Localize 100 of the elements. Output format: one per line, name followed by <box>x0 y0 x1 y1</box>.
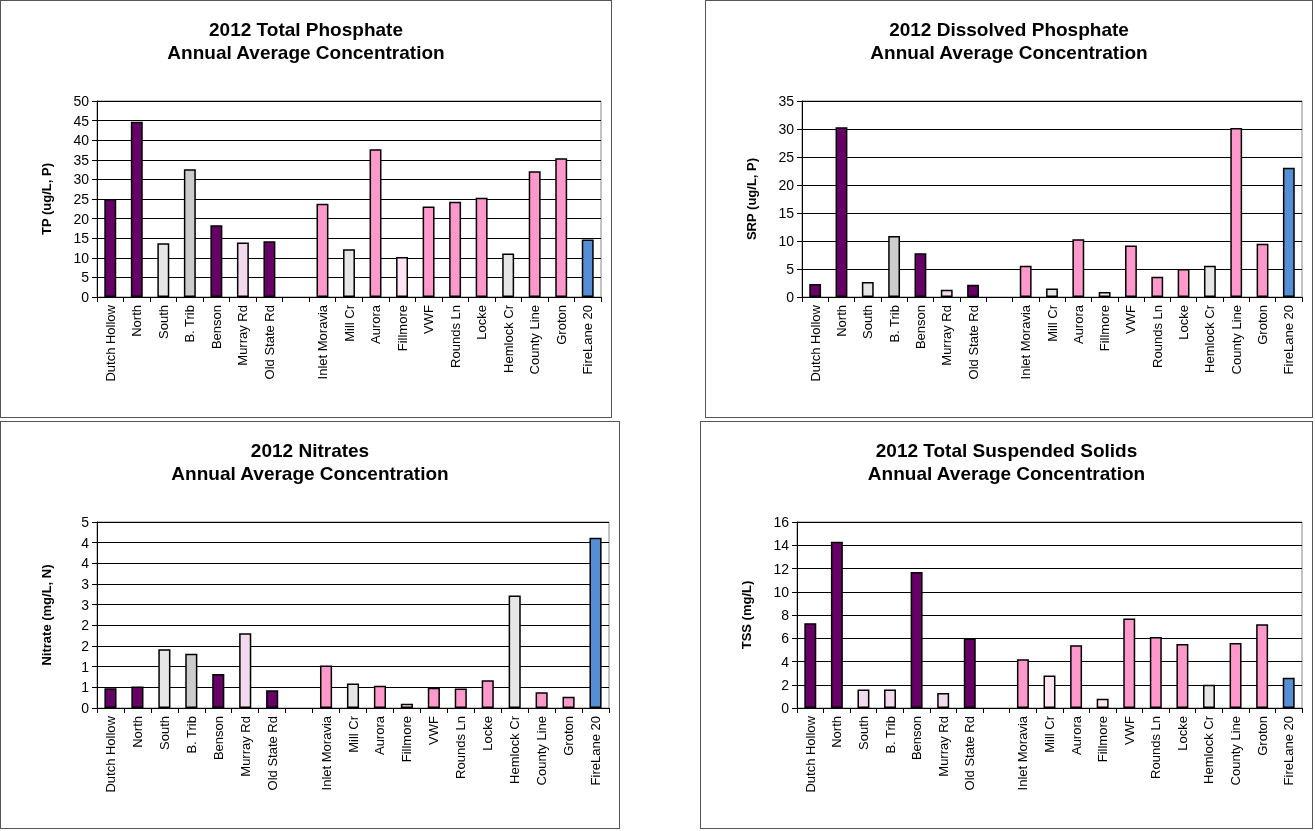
x-tick-label: Dutch Hollow <box>102 304 118 382</box>
y-tick-label: 20 <box>778 177 795 193</box>
y-tick-label: 50 <box>73 93 90 109</box>
y-tick-label: 35 <box>778 93 795 109</box>
bar <box>937 692 950 708</box>
y-tick-label: 25 <box>73 191 90 207</box>
x-tick-label: Inlet Moravia <box>314 304 330 380</box>
x-tick-label: Dutch Hollow <box>807 304 823 382</box>
x-tick-label: B. Trib <box>882 716 898 754</box>
y-tick-label: 4 <box>81 534 90 551</box>
y-tick-label: 5 <box>81 269 90 286</box>
bar <box>1151 276 1164 297</box>
chart-subtitle: Annual Average Concentration <box>171 463 449 484</box>
chart-subtitle: Annual Average Concentration <box>167 42 445 63</box>
y-tick-label: 40 <box>73 132 90 149</box>
x-tick-label: Aurora <box>372 715 388 756</box>
x-tick-label: Old State Rd <box>264 716 280 791</box>
x-tick-label: Old State Rd <box>962 716 978 791</box>
bar <box>1098 291 1111 297</box>
y-tick-label: 10 <box>73 249 90 266</box>
y-tick-label: 3 <box>81 596 90 613</box>
chart-title: 2012 Dissolved Phosphate <box>889 19 1129 40</box>
y-tick-label: 0 <box>81 289 90 305</box>
chart-title: 2012 Total Phosphate <box>209 19 403 40</box>
y-tick-label: 25 <box>778 149 795 165</box>
bar <box>861 281 874 297</box>
y-tick-label: 3 <box>81 576 90 592</box>
x-tick-label: Rounds Ln <box>1148 716 1164 779</box>
x-tick-label: Mill Cr <box>1044 304 1060 342</box>
y-tick-label: 1 <box>81 658 90 675</box>
x-tick-label: VWF <box>421 304 437 334</box>
x-tick-label: Hemlock Cr <box>1202 304 1218 373</box>
y-tick-label: 15 <box>73 230 90 247</box>
y-tick-label: 20 <box>73 210 90 227</box>
x-tick-label: Locke <box>1174 716 1190 751</box>
x-tick-label: Aurora <box>1068 715 1084 756</box>
x-tick-label: FireLane 20 <box>1281 305 1297 375</box>
x-tick-label: South <box>860 305 876 339</box>
y-tick-label: 10 <box>778 233 795 249</box>
bar <box>266 690 279 708</box>
x-tick-label: Locke <box>480 716 496 751</box>
bar <box>562 696 575 708</box>
y-axis-title: SRP (ug/L, P) <box>744 157 759 241</box>
y-tick-label: 2 <box>81 617 90 634</box>
y-tick-label: 6 <box>781 630 790 647</box>
x-tick-label: South <box>156 716 172 750</box>
x-tick-label: Fillmore <box>399 716 415 763</box>
x-tick-label: County Line <box>1228 305 1244 375</box>
bar <box>884 689 897 708</box>
x-tick-label: Fillmore <box>1095 716 1111 763</box>
chart-subtitle: Annual Average Concentration <box>867 463 1146 484</box>
x-tick-label: VWF <box>1123 304 1139 334</box>
y-tick-label: 1 <box>81 679 90 696</box>
y-tick-label: 8 <box>781 607 790 623</box>
x-tick-label: Groton <box>1255 305 1271 345</box>
y-tick-label: 4 <box>781 653 790 670</box>
bar <box>809 284 822 297</box>
x-tick-label: Inlet Moravia <box>1015 715 1031 791</box>
bar <box>857 689 870 708</box>
x-tick-label: Locke <box>474 305 490 340</box>
y-tick-label: 5 <box>786 261 795 277</box>
x-tick-label: Murray Rd <box>935 716 951 777</box>
x-tick-label: Rounds Ln <box>453 716 469 779</box>
y-tick-label: 12 <box>773 560 790 577</box>
y-tick-label: 45 <box>73 112 90 129</box>
chart-subtitle: Annual Average Concentration <box>870 42 1148 63</box>
y-tick-label: 2 <box>781 676 790 693</box>
y-tick-label: 30 <box>778 121 795 137</box>
x-tick-label: Benson <box>210 716 226 761</box>
x-tick-label: Murray Rd <box>235 305 251 366</box>
x-tick-label: Fillmore <box>1097 305 1113 352</box>
y-tick-label: 30 <box>73 171 90 188</box>
x-tick-label: Hemlock Cr <box>507 715 523 784</box>
x-tick-label: Benson <box>912 305 928 350</box>
x-tick-label: Murray Rd <box>237 716 253 777</box>
x-tick-label: B. Trib <box>182 305 198 343</box>
x-tick-label: Mill Cr <box>345 715 361 753</box>
x-tick-label: Benson <box>208 305 224 350</box>
x-tick-label: B. Trib <box>886 305 902 343</box>
x-tick-label: Murray Rd <box>939 305 955 366</box>
x-tick-label: VWF <box>426 715 442 745</box>
x-tick-label: Mill Cr <box>1042 715 1057 753</box>
x-tick-label: Benson <box>909 716 925 761</box>
bar <box>535 692 548 708</box>
y-tick-label: 4 <box>81 555 90 572</box>
y-tick-label: 35 <box>73 151 90 168</box>
x-tick-label: County Line <box>1228 716 1244 786</box>
x-tick-label: Locke <box>1176 305 1192 340</box>
chart-title: 2012 Total Suspended Solids <box>875 440 1138 461</box>
y-tick-label: 15 <box>778 205 795 221</box>
x-tick-label: Fillmore <box>394 305 410 352</box>
x-tick-label: Old State Rd <box>261 305 277 380</box>
x-tick-label: North <box>833 305 849 337</box>
y-tick-label: 5 <box>81 514 90 530</box>
x-tick-label: Rounds Ln <box>447 305 463 368</box>
x-tick-label: Old State Rd <box>965 305 981 380</box>
x-tick-label: B. Trib <box>183 716 199 754</box>
y-tick-label: 0 <box>786 289 795 305</box>
y-tick-label: 0 <box>781 700 790 716</box>
x-tick-label: Groton <box>561 716 577 756</box>
